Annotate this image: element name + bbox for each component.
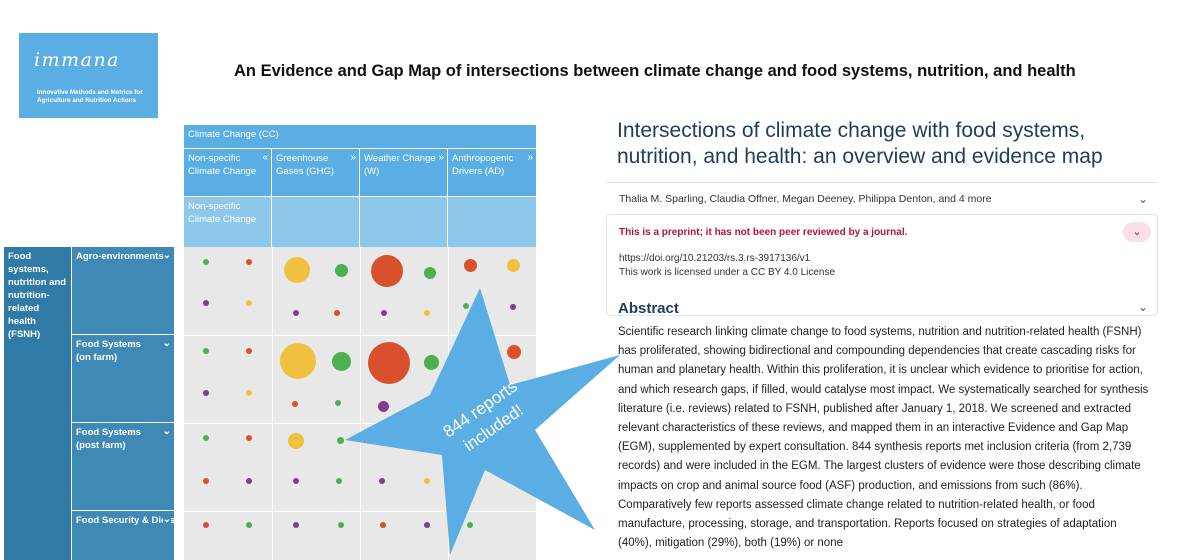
evidence-bubble[interactable] xyxy=(463,258,477,272)
paper-title: Intersections of climate change with foo… xyxy=(617,119,1103,168)
evidence-bubble[interactable] xyxy=(246,522,252,528)
doi-link[interactable]: https://doi.org/10.21203/rs.3.rs-3917136… xyxy=(619,253,811,264)
evidence-bubble[interactable] xyxy=(336,436,344,444)
evidence-bubble[interactable] xyxy=(203,522,209,528)
abstract-heading[interactable]: Abstract xyxy=(618,300,679,317)
chevron-down-icon[interactable]: ⌄ xyxy=(1123,222,1151,242)
evidence-bubble[interactable] xyxy=(203,348,209,354)
row-label: Food Systems (on farm) xyxy=(76,339,141,363)
evidence-bubble[interactable] xyxy=(203,435,209,441)
column-header-nonspecific[interactable]: Non-specific Climate Change « xyxy=(184,149,272,197)
star-shape xyxy=(345,288,620,555)
evidence-bubble[interactable] xyxy=(246,348,252,354)
evidence-bubble[interactable] xyxy=(379,478,385,484)
evidence-bubble[interactable] xyxy=(381,310,387,316)
chevron-down-icon[interactable]: ⌄ xyxy=(162,338,171,349)
chevron-down-icon[interactable]: ⌄ xyxy=(162,426,171,437)
subcolumn-label: Non-specific Climate Change xyxy=(188,201,257,225)
evidence-bubble[interactable] xyxy=(371,255,403,287)
immana-logo: immana Innovative Methods and Metrics fo… xyxy=(19,33,158,118)
column-header-weather[interactable]: Weather Change (W) » xyxy=(360,149,448,197)
column-label: Anthropogenic Drivers (AD) xyxy=(452,153,514,177)
paper-panel: Intersections of climate change with foo… xyxy=(606,118,1158,560)
row-header-post-farm[interactable]: Food Systems (post farm) ⌄ xyxy=(72,423,174,511)
evidence-bubble[interactable] xyxy=(377,400,389,412)
evidence-bubble[interactable] xyxy=(424,522,430,528)
evidence-bubble[interactable] xyxy=(246,435,252,441)
evidence-bubble[interactable] xyxy=(284,257,310,283)
subcolumn-header-anthropogenic xyxy=(448,197,536,247)
column-label: Greenhouse Gases (GHG) xyxy=(276,153,335,177)
row-header-on-farm[interactable]: Food Systems (on farm) ⌄ xyxy=(72,335,174,423)
evidence-bubble[interactable] xyxy=(380,522,386,528)
evidence-bubble[interactable] xyxy=(338,522,344,528)
evidence-bubble[interactable] xyxy=(463,303,469,309)
row-group-label: Food systems, nutrition and nutrition-re… xyxy=(8,251,67,340)
evidence-bubble[interactable] xyxy=(336,478,342,484)
preprint-notice-box: This is a preprint; it has not been peer… xyxy=(606,214,1158,316)
evidence-bubble[interactable] xyxy=(292,401,298,407)
author-list[interactable]: Thalia M. Sparling, Claudia Offner, Mega… xyxy=(619,193,992,205)
evidence-bubble[interactable] xyxy=(506,258,520,272)
column-label: Non-specific Climate Change xyxy=(188,153,257,177)
evidence-bubble[interactable] xyxy=(424,310,430,316)
climate-change-group-header[interactable]: Climate Change (CC) xyxy=(184,125,536,149)
evidence-bubble[interactable] xyxy=(246,478,252,484)
license-text: This work is licensed under a CC BY 4.0 … xyxy=(619,267,836,278)
preprint-warning: This is a preprint; it has not been peer… xyxy=(619,227,908,238)
evidence-bubble[interactable] xyxy=(246,300,252,306)
evidence-bubble[interactable] xyxy=(203,390,209,396)
evidence-bubble[interactable] xyxy=(293,478,299,484)
star-callout: 844 reports included! xyxy=(345,288,620,555)
chevron-down-icon[interactable]: ⌄ xyxy=(162,250,171,261)
evidence-bubble[interactable] xyxy=(293,310,299,316)
column-label: Weather Change (W) xyxy=(364,153,436,177)
expand-icon[interactable]: » xyxy=(350,152,356,163)
evidence-bubble[interactable] xyxy=(246,259,252,265)
row-group-fsnh[interactable]: Food systems, nutrition and nutrition-re… xyxy=(4,247,72,560)
evidence-bubble[interactable] xyxy=(368,342,410,384)
logo-tagline: Innovative Methods and Metrics for Agric… xyxy=(37,89,143,104)
chevron-down-icon[interactable]: ⌄ xyxy=(1137,300,1148,314)
evidence-bubble[interactable] xyxy=(280,343,316,379)
evidence-bubble[interactable] xyxy=(423,354,439,370)
row-label: Food Security & Diets xyxy=(76,515,174,526)
evidence-bubble[interactable] xyxy=(335,400,341,406)
collapse-icon[interactable]: « xyxy=(262,152,268,163)
evidence-bubble[interactable] xyxy=(334,263,348,277)
evidence-bubble[interactable] xyxy=(246,390,252,396)
evidence-bubble[interactable] xyxy=(424,478,430,484)
evidence-bubble[interactable] xyxy=(293,522,299,528)
evidence-bubble[interactable] xyxy=(203,300,209,306)
column-header-anthropogenic[interactable]: Anthropogenic Drivers (AD) » xyxy=(448,149,536,197)
row-label: Food Systems (post farm) xyxy=(76,427,141,451)
group-header-label: Climate Change (CC) xyxy=(188,129,279,140)
subcolumn-header-weather xyxy=(360,197,448,247)
chevron-down-icon[interactable]: ⌄ xyxy=(1137,192,1148,206)
abstract-text: Scientific research linking climate chan… xyxy=(618,326,1149,550)
subcolumn-header-ghg xyxy=(272,197,360,247)
evidence-bubble[interactable] xyxy=(203,259,209,265)
evidence-bubble[interactable] xyxy=(331,351,351,371)
subcolumn-header-nonspecific: Non-specific Climate Change xyxy=(184,197,272,247)
evidence-bubble[interactable] xyxy=(510,304,516,310)
row-header-agro[interactable]: Agro-environments ⌄ xyxy=(72,247,174,335)
expand-icon[interactable]: » xyxy=(438,152,444,163)
expand-icon[interactable]: » xyxy=(527,152,533,163)
chevron-down-icon[interactable]: ⌄ xyxy=(162,513,171,526)
logo-brand: immana xyxy=(34,49,121,71)
evidence-bubble[interactable] xyxy=(467,522,473,528)
evidence-bubble[interactable] xyxy=(203,478,209,484)
evidence-bubble[interactable] xyxy=(288,433,304,449)
evidence-bubble[interactable] xyxy=(334,310,340,316)
row-label: Agro-environments xyxy=(76,251,164,262)
column-header-ghg[interactable]: Greenhouse Gases (GHG) » xyxy=(272,149,360,197)
banner-title: An Evidence and Gap Map of intersections… xyxy=(234,62,1076,80)
evidence-bubble[interactable] xyxy=(507,345,521,359)
evidence-bubble[interactable] xyxy=(424,267,436,279)
row-header-security[interactable]: Food Security & Diets ⌄ xyxy=(72,511,174,560)
